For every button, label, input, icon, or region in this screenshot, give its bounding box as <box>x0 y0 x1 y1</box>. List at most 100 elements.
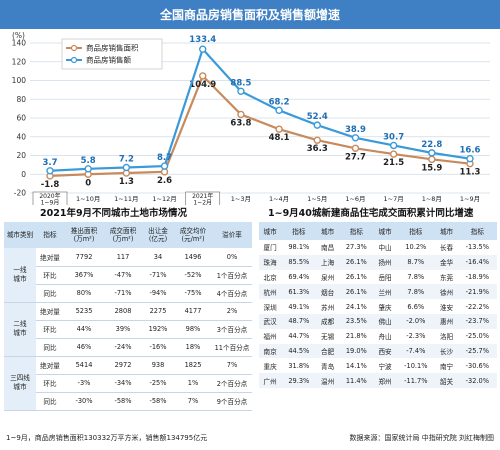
city-name-cell: 珠海 <box>259 254 282 270</box>
table-row: 同比 46% -24% -16% 18% 11个百分点 <box>4 338 252 357</box>
x-tick-label: 1~9月 <box>460 195 480 203</box>
city-name-cell: 肇庆 <box>378 303 392 312</box>
city-name-cell: 重庆 <box>263 362 277 371</box>
table-cell: -25% <box>142 374 174 393</box>
x-tick-label: 1~7月 <box>384 195 404 203</box>
table-cell: -94% <box>142 284 174 303</box>
city-name-cell: 合肥 <box>316 343 339 359</box>
table-cell: 39% <box>104 320 142 339</box>
table-row: 杭州 61.3% 烟台 26.1% 兰州 7.8% 徐州 -21.9% <box>259 284 497 300</box>
table-cell: 2% <box>212 302 252 321</box>
city-growth-table: 城市 指标 城市 指标 城市 指标 城市 指标 厦门 98.1% 南昌 27.3% 中山 10.2% 长春… <box>259 222 497 388</box>
table1-header-cell: 城市类别 <box>4 222 36 248</box>
growth-value-cell: -2.0% <box>396 313 436 329</box>
table2-header-cell: 指标 <box>338 222 374 240</box>
data-label: 104.9 <box>189 80 216 90</box>
growth-value-cell: 49.1% <box>288 302 310 311</box>
data-label: 133.4 <box>189 35 216 45</box>
city-name-cell: 南昌 <box>320 244 335 253</box>
growth-value-cell: 27.3% <box>345 243 367 252</box>
table-cell: 367% <box>64 266 104 285</box>
table2-header-cell: 城市 <box>373 222 397 240</box>
data-point <box>428 149 436 157</box>
table-cell: 1% <box>174 374 212 393</box>
table-cell: -47% <box>104 266 142 285</box>
city-name-cell: 兰州 <box>373 284 397 300</box>
growth-value-cell: 7.8% <box>396 284 436 300</box>
y-tick-label: 140 <box>12 39 27 48</box>
data-label: 68.2 <box>269 97 290 107</box>
table-cell: 绝对量 <box>36 356 64 375</box>
growth-value-cell: -25.0% <box>465 332 489 341</box>
data-label: 7.2 <box>119 155 134 165</box>
data-point <box>275 106 283 115</box>
growth-value-cell: 98.1% <box>288 243 310 252</box>
table-cell: 1496 <box>174 248 212 267</box>
growth-value-cell: 8.7% <box>396 254 436 270</box>
table-cell: 7792 <box>64 248 104 267</box>
growth-value-cell: 14.1% <box>345 361 367 370</box>
data-point <box>313 121 321 129</box>
growth-value-cell: 19.0% <box>338 343 374 359</box>
growth-value-cell: -32.0% <box>457 373 497 388</box>
title-banner: 全国商品房销售面积及销售额增速 <box>0 0 500 29</box>
x-tick-label: 2021年 <box>192 192 213 200</box>
city-name-cell: 泉州 <box>320 273 335 282</box>
table-cell: 环比 <box>36 266 64 285</box>
growth-value-cell: 21.8% <box>345 332 367 341</box>
table2-header-cell: 指标 <box>457 222 497 240</box>
growth-value-cell: 26.1% <box>338 284 374 300</box>
table-cell: 117 <box>104 248 142 267</box>
data-label: 21.5 <box>383 158 404 168</box>
table-cell: 18% <box>174 338 212 357</box>
table-row: 珠海 85.5% 上海 26.1% 扬州 8.7% 金华 -16.4% <box>259 254 497 270</box>
city-name-cell: 温州 <box>316 373 339 388</box>
city-name-cell: 长沙 <box>435 343 458 359</box>
table-cell: 4177 <box>174 302 212 321</box>
table-row: 北京 69.4% 泉州 26.1% 岳阳 7.8% 东莞 -18.9% <box>259 270 497 285</box>
x-tick-box <box>32 191 68 205</box>
table-cell: 2972 <box>104 356 142 375</box>
city-name-cell: 北京 <box>263 273 277 282</box>
table-cell: 同比 <box>36 284 64 303</box>
legend-marker <box>70 44 78 52</box>
table-cell: 5414 <box>64 356 104 375</box>
table-row: 环比 44% 39% 192% 98% 3个百分点 <box>4 320 252 339</box>
data-label: 2.6 <box>157 176 172 186</box>
data-label: 1.3 <box>119 177 134 187</box>
table-row: 一线 城市 绝对量 7792 117 34 1496 0% <box>4 248 252 303</box>
data-point <box>237 110 245 119</box>
table-cell: 1个百分点 <box>212 266 252 285</box>
y-tick-label: -20 <box>14 189 26 198</box>
growth-value-cell: 11.4% <box>338 373 374 388</box>
series-line-area <box>49 73 471 178</box>
growth-value-cell: 85.5% <box>281 254 317 270</box>
table2-header-cell: 城市 <box>259 222 282 240</box>
data-point <box>351 144 360 152</box>
table-cell: -16% <box>142 338 174 357</box>
growth-value-cell: 69.4% <box>288 272 310 281</box>
city-name-cell: 烟台 <box>316 284 339 300</box>
city-name-cell: 深圳 <box>263 303 277 312</box>
growth-value-cell: 29.3% <box>281 373 317 388</box>
table-cell: 2808 <box>104 302 142 321</box>
city-category-cell: 一线 城市 <box>4 248 36 303</box>
city-name-cell: 洛阳 <box>439 333 454 342</box>
city-name-cell: 青岛 <box>320 362 335 371</box>
x-tick-label: 1~5月 <box>307 195 327 203</box>
table1-title: 2021年9月不同城市土地市场情况 <box>40 208 188 219</box>
table2-title: 1~9月40城新建商品住宅成交面积累计同比增速 <box>268 208 474 219</box>
growth-value-cell: -18.9% <box>465 272 489 281</box>
data-label: 11.3 <box>460 168 481 178</box>
city-name-cell: 中山 <box>378 244 392 253</box>
growth-value-cell: -7.4% <box>396 343 436 359</box>
city-name-cell: 杭州 <box>259 284 282 300</box>
table-cell: 4个百分点 <box>212 284 252 303</box>
table2-header-cell: 城市 <box>316 222 339 240</box>
table-cell: -30% <box>64 392 104 411</box>
growth-value-cell: 6.6% <box>407 302 425 311</box>
table-cell: 7% <box>212 356 252 375</box>
table-cell: 1825 <box>174 356 212 375</box>
